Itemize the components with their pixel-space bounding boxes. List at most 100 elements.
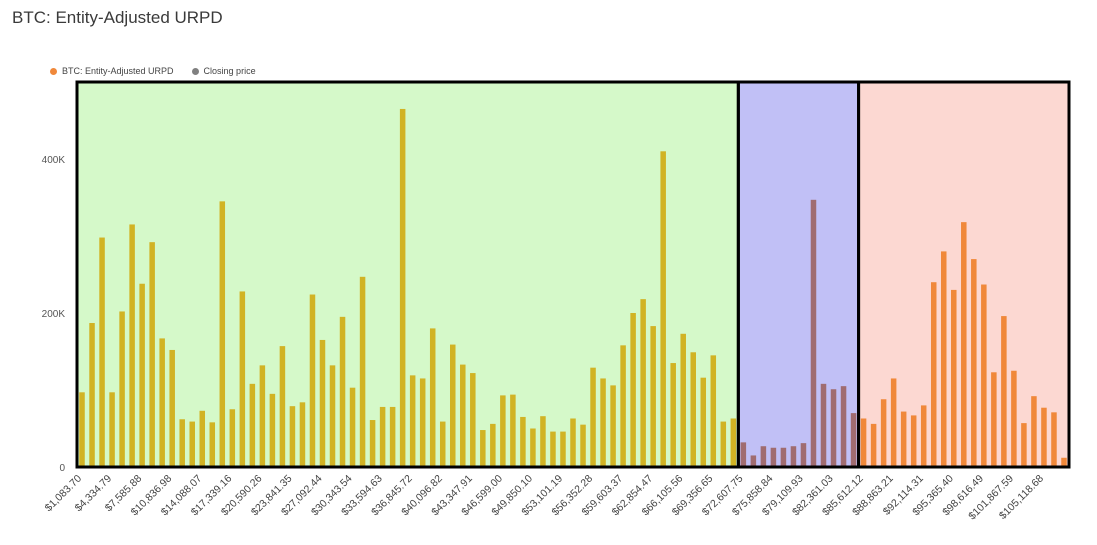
- bar: [419, 378, 426, 467]
- bar: [520, 416, 526, 467]
- bar: [169, 349, 175, 467]
- bar: [399, 108, 406, 467]
- bar: [209, 422, 216, 467]
- bar: [369, 420, 376, 467]
- bar: [730, 418, 737, 467]
- bar: [750, 455, 757, 467]
- bar: [99, 237, 105, 467]
- bar: [700, 377, 707, 467]
- bar: [961, 222, 967, 467]
- bar: [530, 428, 536, 467]
- bar: [289, 406, 296, 467]
- bar: [249, 383, 256, 467]
- bar: [760, 446, 767, 467]
- bar: [129, 224, 135, 467]
- bar: [199, 410, 206, 467]
- bar: [780, 447, 787, 467]
- bar: [800, 443, 807, 467]
- bar: [429, 328, 436, 467]
- bar: [590, 367, 596, 467]
- bar: [1001, 316, 1007, 467]
- bar: [109, 392, 115, 467]
- bar: [880, 399, 887, 467]
- bar: [1011, 370, 1017, 467]
- bar: [470, 373, 476, 467]
- bar: [550, 431, 556, 467]
- bar: [740, 442, 747, 467]
- bar: [179, 419, 185, 467]
- y-tick-label: 0: [59, 463, 65, 474]
- zone-border-2: [857, 80, 1071, 469]
- bar: [620, 345, 626, 467]
- bar: [339, 316, 346, 467]
- bar: [951, 289, 957, 467]
- bar: [189, 421, 195, 467]
- bar: [490, 423, 496, 467]
- bar: [229, 409, 236, 467]
- bar: [660, 151, 666, 468]
- bar: [890, 378, 897, 467]
- bar: [560, 431, 566, 467]
- bar: [139, 283, 145, 467]
- bar: [790, 446, 797, 467]
- bar: [510, 394, 516, 467]
- zone-background-0: [77, 82, 739, 467]
- bar: [1041, 407, 1047, 467]
- bar: [480, 430, 486, 467]
- legend-item-urpd[interactable]: BTC: Entity-Adjusted URPD: [50, 66, 174, 76]
- bar: [971, 259, 977, 467]
- bar: [860, 418, 867, 467]
- legend-swatch-urpd: [50, 67, 57, 75]
- bar: [650, 326, 656, 467]
- bar: [630, 313, 636, 467]
- y-tick-label: 200K: [42, 309, 66, 320]
- bar: [720, 421, 727, 467]
- bar: [900, 411, 907, 467]
- bar: [640, 299, 646, 467]
- bar: [299, 402, 306, 467]
- bar: [460, 364, 466, 467]
- bar: [840, 386, 847, 467]
- bar: [680, 333, 686, 467]
- bar: [810, 199, 817, 467]
- bar: [1031, 396, 1037, 467]
- bar: [79, 392, 85, 467]
- bar: [710, 355, 717, 467]
- bar: [540, 416, 546, 467]
- bar: [690, 352, 696, 467]
- bar: [1051, 412, 1057, 467]
- bar: [991, 372, 997, 467]
- bar: [820, 383, 827, 467]
- bar: [149, 242, 155, 467]
- bar: [910, 415, 917, 467]
- chart-title: BTC: Entity-Adjusted URPD: [12, 8, 223, 27]
- bar: [770, 447, 777, 467]
- bar: [259, 365, 266, 467]
- bar: [940, 251, 947, 467]
- bar: [389, 406, 396, 467]
- bar: [830, 389, 837, 467]
- legend-swatch-closing-price: [191, 67, 199, 75]
- bar: [359, 276, 366, 467]
- bar: [600, 378, 606, 467]
- bar: [309, 294, 316, 467]
- bar: [930, 282, 937, 467]
- bar: [279, 346, 286, 467]
- bar: [89, 323, 95, 467]
- bar: [159, 338, 165, 467]
- legend-item-closing-price[interactable]: Closing price: [191, 66, 256, 76]
- bar: [119, 311, 125, 467]
- bar: [349, 387, 356, 467]
- bar: [920, 405, 927, 467]
- bar: [269, 393, 276, 467]
- bar: [580, 424, 586, 467]
- bar: [409, 375, 416, 467]
- bar: [981, 284, 987, 467]
- bar: [219, 201, 226, 467]
- bar: [850, 413, 857, 467]
- bar: [239, 291, 246, 467]
- bar: [500, 395, 506, 467]
- bar: [450, 344, 456, 467]
- legend-label-closing-price: Closing price: [203, 66, 256, 76]
